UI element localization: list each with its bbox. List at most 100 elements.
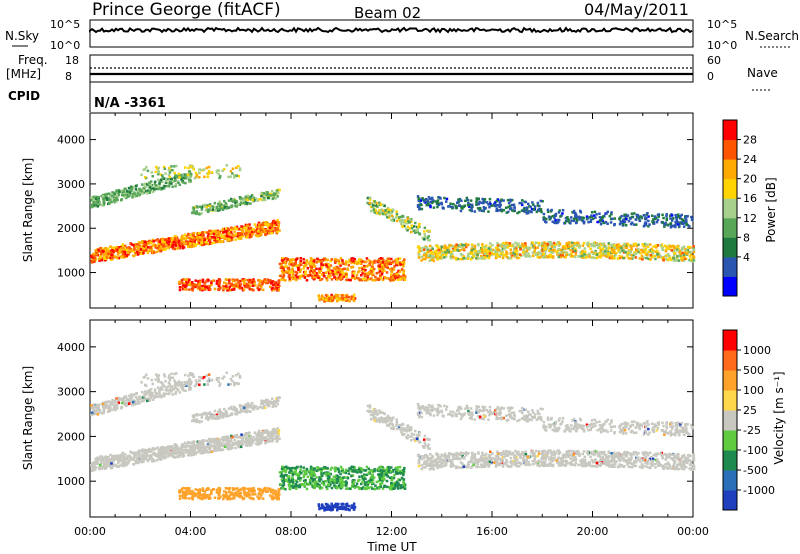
power-echo-cell bbox=[187, 283, 191, 287]
velocity-echo-cell bbox=[205, 446, 208, 449]
power-echo-cell bbox=[168, 175, 171, 179]
power-echo-cell bbox=[91, 205, 95, 208]
power-echo-cell bbox=[182, 235, 185, 238]
power-echo-cell bbox=[96, 199, 99, 202]
power-echo-cell bbox=[425, 255, 428, 258]
power-echo-cell bbox=[225, 203, 229, 206]
power-echo-cell bbox=[264, 280, 267, 283]
power-echo-cell bbox=[218, 232, 222, 235]
power-echo-cell bbox=[339, 276, 343, 280]
power-echo-cell bbox=[674, 220, 677, 224]
power-echo-cell bbox=[603, 252, 607, 256]
power-echo-cell bbox=[431, 246, 434, 249]
power-echo-cell bbox=[449, 202, 452, 205]
power-echo-cell bbox=[587, 244, 590, 248]
velocity-echo-cell bbox=[103, 463, 106, 467]
power-echo-cell bbox=[495, 199, 498, 203]
power-echo-cell bbox=[226, 286, 229, 290]
power-echo-cell bbox=[216, 234, 220, 238]
power-echo-cell bbox=[533, 249, 536, 253]
power-echo-cell bbox=[312, 263, 315, 266]
velocity-echo-cell bbox=[273, 432, 276, 435]
power-echo-cell bbox=[242, 278, 245, 281]
velocity-echo-cell bbox=[162, 451, 166, 455]
power-echo-cell bbox=[630, 212, 634, 215]
power-echo-cell bbox=[207, 230, 211, 233]
power-echo-cell bbox=[226, 207, 229, 210]
velocity-echo-cell bbox=[217, 439, 220, 442]
power-echo-cell bbox=[136, 243, 139, 246]
power-echo-cell bbox=[400, 261, 404, 264]
power-echo-cell bbox=[405, 227, 408, 231]
power-echo-cell bbox=[176, 246, 180, 250]
power-echo-cell bbox=[618, 256, 622, 260]
power-echo-cell bbox=[175, 240, 179, 243]
power-echo-cell bbox=[169, 243, 173, 246]
velocity-echo-cell bbox=[167, 445, 171, 448]
power-echo-cell bbox=[282, 257, 286, 261]
power-echo-cell bbox=[475, 256, 478, 260]
power-echo-cell bbox=[375, 272, 379, 275]
power-echo-cell bbox=[142, 191, 145, 195]
power-echo-cell bbox=[382, 266, 386, 270]
velocity-echo-cell bbox=[107, 461, 110, 464]
power-echo-cell bbox=[280, 262, 283, 266]
power-echo-cell bbox=[323, 259, 326, 262]
power-echo-cell bbox=[161, 186, 164, 190]
power-echo-cell bbox=[453, 245, 457, 249]
power-echo-cell bbox=[314, 274, 317, 277]
power-echo-cell bbox=[291, 268, 294, 271]
velocity-echo-cell bbox=[222, 439, 225, 442]
power-echo-cell bbox=[509, 248, 512, 251]
velocity-echo-cell bbox=[149, 454, 153, 457]
power-echo-cell bbox=[561, 246, 565, 249]
power-echo-cell bbox=[342, 275, 345, 278]
power-echo-cell bbox=[253, 199, 256, 202]
power-echo-cell bbox=[128, 246, 131, 249]
velocity-echo-cell bbox=[105, 462, 109, 465]
power-echo-cell bbox=[680, 259, 684, 262]
power-echo-cell bbox=[122, 252, 125, 256]
power-echo-cell bbox=[277, 279, 281, 282]
power-echo-cell bbox=[161, 241, 164, 244]
velocity-echo-cell bbox=[105, 465, 108, 468]
velocity-echo-cell bbox=[271, 437, 275, 441]
power-echo-cell bbox=[578, 245, 581, 248]
power-echo-cell bbox=[265, 229, 269, 233]
power-echo-cell bbox=[103, 257, 107, 260]
power-echo-cell bbox=[145, 249, 148, 252]
power-echo-cell bbox=[575, 243, 578, 247]
power-echo-cell bbox=[197, 231, 201, 235]
power-echo-cell bbox=[467, 202, 470, 205]
power-echo-cell bbox=[514, 241, 517, 245]
power-echo-cell bbox=[166, 246, 170, 250]
power-colorbar-tick-label: 28 bbox=[743, 134, 757, 147]
power-echo-cell bbox=[113, 255, 116, 258]
velocity-echo-cell bbox=[193, 448, 196, 451]
power-echo-cell bbox=[473, 210, 477, 213]
power-echo-cell bbox=[472, 248, 476, 251]
power-echo-cell bbox=[314, 275, 317, 279]
power-echo-cell bbox=[483, 207, 486, 210]
power-echo-cell bbox=[509, 251, 513, 255]
power-echo-cell bbox=[313, 269, 316, 273]
power-echo-cell bbox=[169, 180, 172, 184]
velocity-echo-cell bbox=[201, 442, 204, 445]
velocity-echo-cell bbox=[208, 444, 212, 448]
velocity-echo-cell bbox=[101, 458, 104, 461]
power-echo-cell bbox=[487, 203, 490, 206]
power-echo-cell bbox=[247, 230, 250, 233]
velocity-echo-cell bbox=[157, 453, 160, 456]
power-echo-cell bbox=[192, 208, 196, 211]
power-echo-cell bbox=[688, 254, 692, 258]
power-echo-cell bbox=[652, 218, 655, 221]
power-echo-cell bbox=[567, 220, 570, 223]
power-echo-cell bbox=[311, 258, 314, 261]
power-echo-cell bbox=[654, 250, 657, 253]
power-echo-cell bbox=[617, 244, 621, 247]
velocity-echo-cell bbox=[258, 442, 261, 445]
power-echo-cell bbox=[557, 252, 560, 255]
power-echo-cell bbox=[464, 257, 467, 260]
power-echo-cell bbox=[105, 250, 108, 253]
power-echo-cell bbox=[261, 226, 264, 229]
